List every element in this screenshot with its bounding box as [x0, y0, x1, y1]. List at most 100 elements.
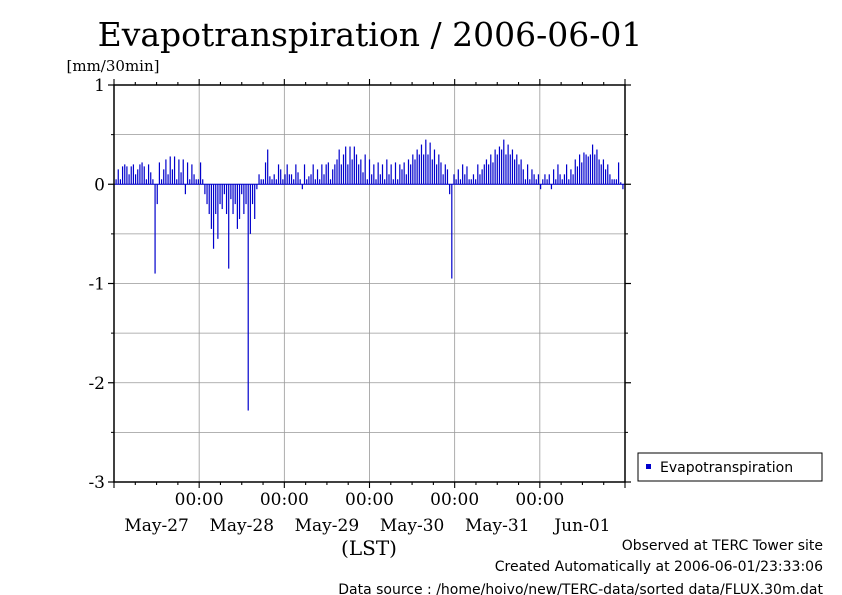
bar	[275, 179, 277, 185]
bar	[418, 154, 420, 185]
bar	[555, 179, 557, 185]
bar	[176, 179, 178, 185]
bar	[550, 184, 553, 190]
bar	[604, 169, 607, 185]
bar	[273, 174, 275, 185]
bar	[303, 164, 306, 185]
bar	[314, 179, 316, 185]
bar	[505, 154, 507, 185]
footer-source: Data source : /home/hoivo/new/TERC-data/…	[338, 582, 823, 595]
bar	[134, 174, 137, 185]
bar	[589, 154, 592, 185]
bar	[449, 184, 451, 195]
bar	[381, 164, 384, 185]
bar	[210, 184, 212, 229]
bar	[143, 166, 145, 185]
bar	[613, 179, 615, 185]
bar	[581, 162, 583, 185]
bar	[115, 179, 117, 185]
bar	[579, 154, 581, 185]
bar	[546, 179, 548, 185]
bar	[169, 156, 171, 185]
bar	[485, 159, 488, 185]
bar	[199, 162, 202, 185]
bar	[446, 169, 449, 185]
bar	[286, 164, 288, 185]
bar	[399, 164, 401, 185]
x-tick-time-label: 00:00	[260, 490, 309, 510]
bar	[477, 164, 479, 185]
bar	[204, 184, 206, 195]
bar	[384, 179, 386, 185]
bar	[163, 169, 165, 185]
bar	[117, 169, 119, 185]
bar	[492, 162, 494, 185]
bar	[479, 174, 481, 185]
bar	[167, 174, 169, 185]
bar	[271, 179, 273, 185]
bar	[373, 164, 375, 185]
legend-marker	[646, 464, 651, 469]
bar	[566, 164, 568, 185]
bar	[295, 164, 297, 185]
bar	[488, 164, 490, 185]
bar	[501, 149, 503, 185]
bar	[377, 162, 379, 185]
bar	[414, 159, 416, 185]
bar	[241, 184, 243, 195]
x-tick-date-label: May-29	[295, 516, 360, 536]
bar	[594, 154, 596, 185]
bar	[308, 176, 310, 185]
bar	[617, 162, 620, 185]
x-tick-date-label: May-28	[209, 516, 274, 536]
bar	[553, 169, 555, 185]
y-axis-unit-label: [mm/30min]	[67, 57, 160, 75]
bar	[607, 164, 609, 185]
bar	[212, 184, 215, 249]
bar	[464, 174, 466, 185]
bar	[425, 139, 427, 185]
bar	[481, 169, 483, 185]
bar	[388, 174, 390, 185]
bar	[368, 159, 371, 185]
bar	[160, 179, 163, 185]
grid-lines	[114, 85, 625, 482]
bar	[243, 184, 245, 215]
bar	[397, 179, 399, 185]
bar	[511, 149, 514, 185]
bar	[529, 179, 531, 185]
bar	[267, 149, 269, 185]
bar	[249, 184, 251, 234]
bar	[349, 146, 351, 185]
bar	[494, 149, 496, 185]
bar	[386, 159, 388, 185]
bar	[451, 184, 453, 279]
bar	[256, 184, 258, 190]
bar	[340, 164, 342, 185]
bar	[496, 154, 498, 185]
bar	[483, 164, 485, 185]
bar	[297, 172, 299, 185]
bar	[518, 164, 520, 185]
bar	[130, 166, 132, 185]
bar	[453, 174, 455, 185]
bar	[364, 154, 366, 185]
bar	[591, 144, 594, 185]
bar	[236, 184, 238, 229]
bar	[455, 179, 457, 185]
bar	[353, 146, 355, 185]
x-tick-time-label: 00:00	[175, 490, 224, 510]
bar	[301, 184, 303, 190]
bar	[310, 174, 312, 185]
bar	[195, 179, 197, 185]
bar	[319, 179, 321, 185]
bar	[403, 162, 405, 185]
bar	[503, 139, 505, 185]
bar	[290, 174, 293, 185]
bar	[152, 179, 154, 185]
bar	[284, 174, 286, 185]
bar	[609, 174, 611, 185]
x-tick-time-label: 00:00	[430, 490, 479, 510]
bar	[516, 154, 518, 185]
bar	[225, 184, 228, 215]
